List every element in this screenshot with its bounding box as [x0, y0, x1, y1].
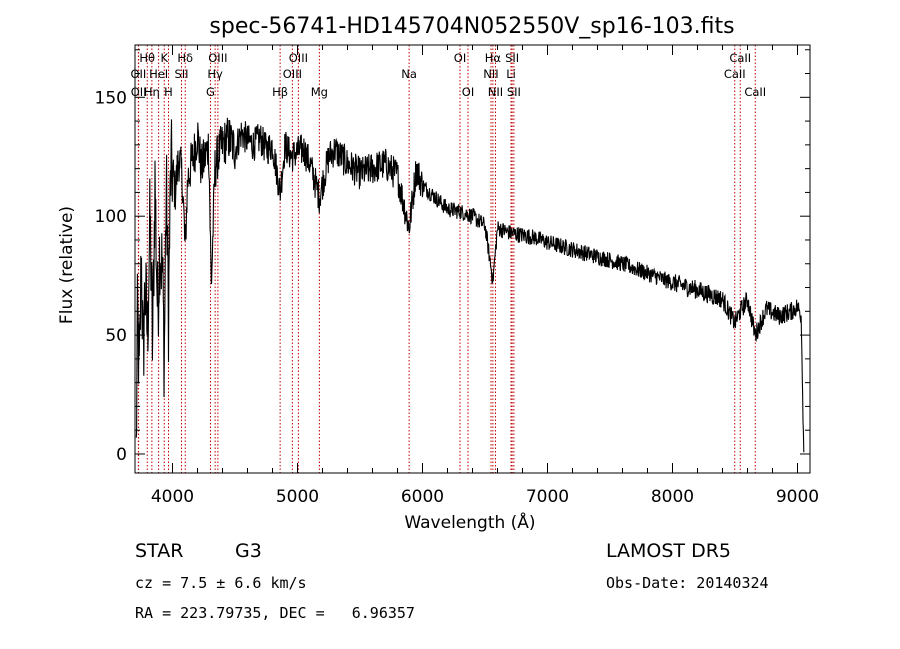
reference-line-label: SII — [505, 51, 519, 65]
reference-line-label: OI — [462, 85, 474, 99]
reference-line-label: H — [164, 85, 173, 99]
star-subclass: G3 — [235, 540, 262, 562]
x-axis-label: Wavelength (Å) — [404, 511, 535, 533]
reference-line-label: Mg — [311, 85, 328, 99]
reference-line-label: OIII — [208, 51, 227, 65]
star-class: STAR — [135, 540, 184, 562]
reference-line-label: OI — [454, 51, 466, 65]
reference-line-label: OIII — [283, 67, 302, 81]
reference-line-label: Li — [506, 67, 516, 81]
x-tick-label: 5000 — [276, 487, 319, 507]
reference-line-label: NII — [483, 67, 498, 81]
y-tick-label: 50 — [105, 326, 127, 346]
x-tick-label: 4000 — [151, 487, 194, 507]
chart-title: spec-56741-HD145704N052550V_sp16-103.fit… — [209, 14, 734, 39]
redshift-velocity: cz = 7.5 ± 6.6 km/s — [135, 574, 307, 592]
x-tick-label: 6000 — [401, 487, 444, 507]
reference-line-label: SII — [507, 85, 521, 99]
x-axis-ticks: 4000 5000 6000 7000 8000 9000 — [151, 45, 819, 507]
y-axis-ticks: 0 50 100 150 — [95, 49, 810, 465]
reference-lines — [137, 45, 756, 473]
reference-line-label: Hβ — [272, 85, 288, 99]
reference-line-label: OIII — [289, 51, 308, 65]
spectrum-line — [135, 117, 805, 453]
reference-line-label: G — [206, 85, 215, 99]
x-tick-label: 7000 — [526, 487, 569, 507]
reference-line-label: SII — [174, 67, 188, 81]
plot-frame — [134, 44, 811, 474]
y-tick-label: 150 — [95, 88, 127, 108]
x-tick-label: 8000 — [651, 487, 694, 507]
x-tick-label: 9000 — [776, 487, 819, 507]
reference-line-label: Hγ — [207, 67, 223, 81]
reference-line-label: Hη — [144, 85, 160, 99]
spectrum-series — [135, 117, 805, 453]
reference-line-label: NII — [488, 85, 503, 99]
y-tick-label: 0 — [116, 445, 127, 465]
reference-line-label: HeI — [149, 67, 168, 81]
reference-line-label: K — [160, 51, 168, 65]
reference-line-label: Hα — [485, 51, 502, 65]
reference-line-label: Na — [401, 67, 417, 81]
survey-name: LAMOST DR5 — [606, 540, 731, 562]
reference-line-label: CaII — [724, 67, 746, 81]
coordinates: RA = 223.79735, DEC = 6.96357 — [135, 604, 415, 622]
y-tick-label: 100 — [95, 207, 127, 227]
reference-line-label: CaII — [729, 51, 751, 65]
reference-line-label: CaII — [744, 85, 766, 99]
y-axis-label: Flux (relative) — [57, 206, 77, 324]
reference-line-label: Hθ — [139, 51, 155, 65]
reference-line-label: Hδ — [177, 51, 193, 65]
observation-date: Obs-Date: 20140324 — [606, 574, 769, 592]
